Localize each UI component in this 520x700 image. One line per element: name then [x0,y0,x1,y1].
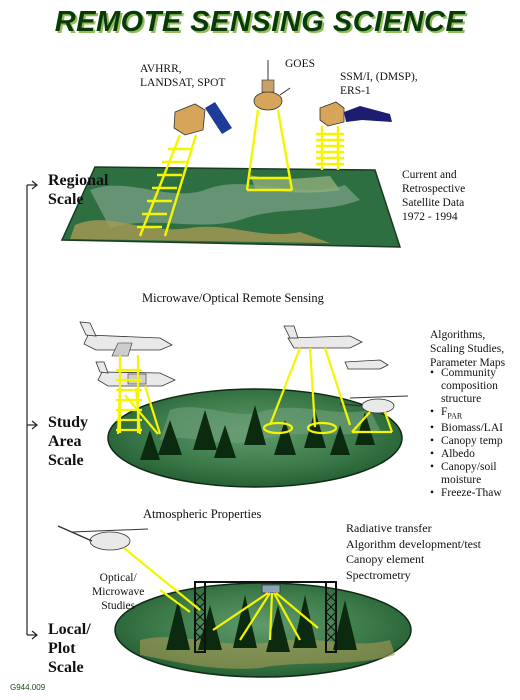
algo-item-community: Community composition structure [430,367,518,406]
algo-item-fpar: FPAR [430,406,518,422]
helicopter-local-icon [57,525,149,551]
regional-map [60,166,402,248]
algo-item-moisture: Canopy/soil moisture [430,461,518,487]
study-trees [140,405,375,460]
satellite-goes-icon [253,60,291,111]
figure-code: G944.009 [10,683,46,692]
satellite-ssmi-icon [319,101,392,127]
label-avhrr: AVHRR, LANDSAT, SPOT [140,63,226,89]
satellite-avhrr-icon [173,102,232,136]
satellite-beams [137,109,344,237]
aircraft-top-left-icon [79,321,173,357]
algo-item-biomass: Biomass/LAI [430,422,518,435]
algo-item-canopy-temp: Canopy temp [430,435,518,448]
page-title: REMOTE SENSING SCIENCE [54,6,466,38]
microwave-heading: Microwave/Optical Remote Sensing [142,291,324,305]
scale-local: Local/ Plot Scale [48,621,91,676]
optical-label: Optical/ Microwave Studies [92,572,145,612]
label-ssmi: SSM/I, (DMSP), ERS-1 [340,71,418,97]
scale-study: Study Area Scale [48,414,89,469]
algo-item-freeze-thaw: Freeze-Thaw [430,487,518,500]
regional-note: Current and Retrospective Satellite Data… [402,169,466,223]
algo-item-albedo: Albedo [430,448,518,461]
label-goes: GOES [285,58,316,70]
local-trees [166,595,357,652]
local-beams [123,547,319,641]
algorithms-heading: Algorithms, Scaling Studies, Parameter M… [430,329,506,369]
scale-regional: Regional Scale [48,172,109,208]
aircraft-right-icon [283,325,363,349]
small-plane-icon [344,359,389,370]
local-list: Radiative transfer Algorithm development… [346,521,481,582]
scale-bracket [26,180,38,640]
fpar-subscript: PAR [447,411,463,421]
aircraft-mid-left-icon [95,361,176,387]
helicopter-study-icon [339,395,409,414]
atmospheric-label: Atmospheric Properties [143,507,262,521]
study-beams [116,347,394,435]
algorithms-list: Community composition structure FPAR Bio… [430,367,518,500]
